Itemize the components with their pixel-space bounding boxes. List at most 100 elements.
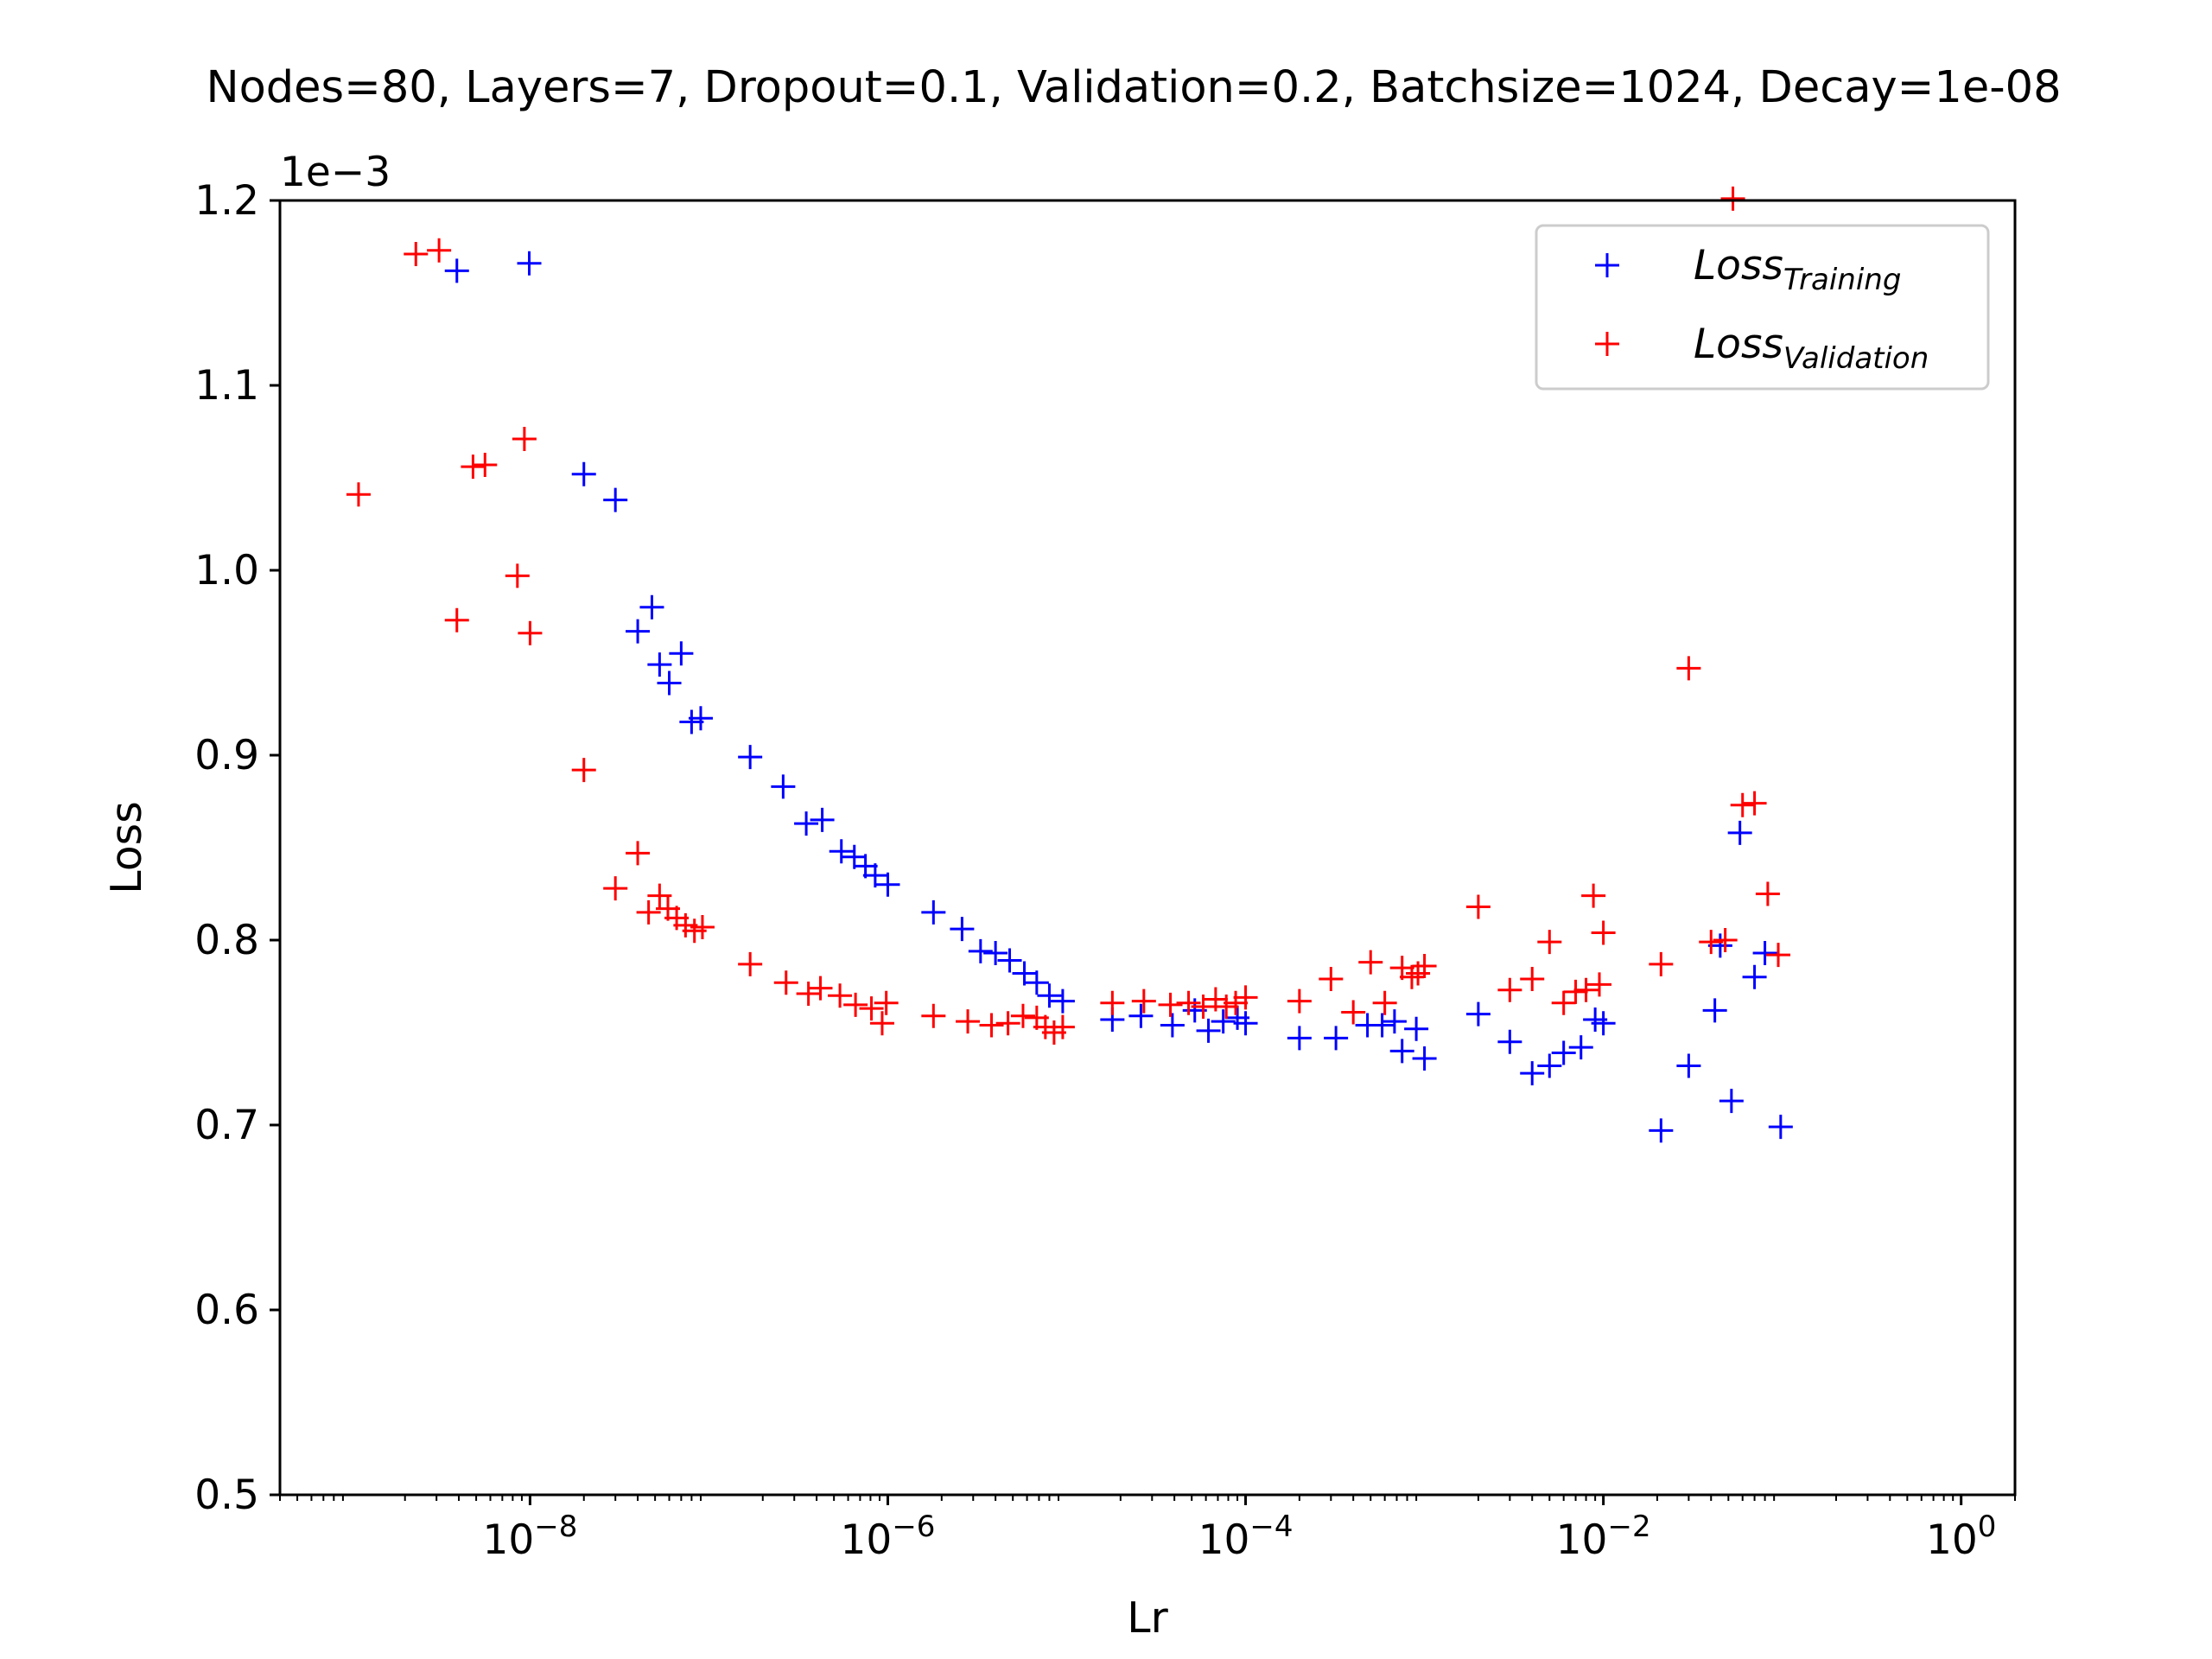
legend-marker: [1595, 253, 1619, 277]
data-point: [1012, 961, 1037, 986]
data-point: [1752, 940, 1777, 965]
data-point: [1719, 1089, 1744, 1114]
data-point: [1520, 966, 1545, 991]
legend: LossTraining LossValidation: [1535, 224, 1990, 391]
data-point: [1587, 972, 1611, 997]
series-training: [444, 251, 1793, 1143]
data-point: [1713, 928, 1738, 952]
data-point: [1100, 990, 1125, 1015]
data-point: [1649, 1118, 1674, 1143]
data-point: [1676, 656, 1701, 681]
data-point: [1319, 966, 1344, 991]
data-point: [1742, 964, 1767, 989]
data-point: [427, 238, 452, 263]
data-point: [875, 872, 900, 897]
data-point: [505, 563, 530, 588]
y-axis: 0.5 0.6 0.7 0.8 0.9 1.0 1.1 1.2: [194, 177, 280, 1519]
data-point: [1465, 1001, 1491, 1027]
data-point: [862, 863, 887, 888]
data-point: [1399, 964, 1424, 989]
data-point: [1537, 1053, 1562, 1078]
x-tick-label: 10−8: [482, 1510, 577, 1564]
data-point: [571, 758, 596, 783]
data-point: [1676, 1053, 1701, 1078]
data-point: [1551, 990, 1576, 1015]
data-point: [859, 996, 884, 1021]
data-point: [796, 982, 821, 1007]
data-point: [1720, 186, 1745, 211]
data-point: [603, 876, 628, 901]
data-point: [771, 774, 796, 799]
data-point: [738, 951, 763, 976]
data-point: [1370, 1013, 1395, 1038]
data-point: [1730, 792, 1755, 817]
data-point: [626, 841, 651, 866]
data-point: [1563, 979, 1588, 1004]
data-point: [688, 706, 713, 731]
y-tick-label: 1.2: [194, 177, 259, 225]
data-point: [690, 915, 715, 940]
data-point: [1176, 990, 1201, 1015]
data-point: [1010, 1003, 1035, 1028]
y-tick-label: 1.0: [194, 547, 259, 594]
legend-marker: [1595, 332, 1619, 356]
data-point: [1404, 1016, 1429, 1041]
data-point: [829, 839, 854, 864]
data-point: [1372, 990, 1397, 1015]
data-point: [738, 745, 763, 770]
data-point: [1702, 998, 1727, 1023]
y-tick-label: 0.9: [194, 732, 259, 779]
data-point: [1766, 943, 1791, 968]
data-point: [1591, 920, 1616, 945]
data-point: [1497, 1029, 1522, 1054]
data-point: [1568, 1035, 1593, 1060]
data-point: [1196, 1018, 1221, 1043]
data-point: [1551, 1040, 1576, 1065]
data-point: [997, 948, 1022, 973]
data-point: [647, 883, 672, 908]
data-point: [869, 1011, 894, 1036]
y-tick-label: 0.6: [194, 1287, 259, 1334]
data-point: [979, 1013, 1004, 1038]
plot-area: [346, 186, 1793, 1143]
data-point: [1742, 791, 1767, 816]
data-point: [1233, 985, 1258, 1010]
data-point: [1412, 1046, 1437, 1071]
series-validation: [346, 186, 1791, 1045]
y-offset-label: 1e−3: [280, 149, 391, 196]
data-point: [950, 917, 975, 942]
data-point: [794, 811, 819, 836]
data-point: [1382, 1009, 1407, 1034]
data-point: [995, 1011, 1020, 1036]
data-point: [1233, 1011, 1258, 1036]
data-point: [1727, 820, 1752, 845]
data-point: [810, 807, 835, 832]
data-point: [636, 899, 661, 925]
data-point: [1050, 988, 1075, 1014]
data-point: [1160, 1013, 1185, 1038]
data-point: [1699, 930, 1724, 955]
data-point: [1158, 992, 1183, 1017]
data-point: [657, 671, 682, 696]
data-point: [1341, 1000, 1366, 1025]
x-axis-label: Lr: [1127, 1593, 1168, 1643]
data-point: [968, 938, 993, 963]
data-point: [843, 992, 868, 1017]
data-point: [1573, 977, 1599, 1002]
data-point: [1128, 1003, 1154, 1028]
x-tick-label: 100: [1926, 1510, 1996, 1564]
data-point: [1358, 950, 1383, 975]
legend-label: LossValidation: [1694, 321, 1929, 376]
data-point: [1520, 1061, 1545, 1086]
y-axis-label: Loss: [102, 801, 151, 893]
data-point: [1050, 1014, 1075, 1039]
data-point: [1755, 881, 1780, 906]
data-point: [773, 970, 798, 995]
data-point: [1412, 953, 1437, 978]
legend-label: LossTraining: [1694, 242, 1901, 297]
data-point: [1214, 995, 1239, 1020]
data-point: [808, 976, 833, 1001]
data-point: [1581, 883, 1606, 908]
data-point: [626, 619, 651, 644]
data-point: [1037, 983, 1062, 1008]
